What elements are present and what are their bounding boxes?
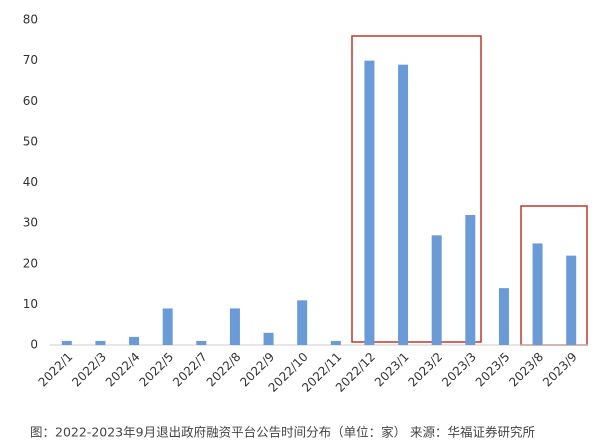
bar (297, 300, 308, 345)
x-tick-label: 2022/3 (69, 350, 109, 390)
x-tick-label: 2023/8 (506, 350, 546, 390)
y-tick-label: 10 (23, 297, 38, 311)
bar (95, 340, 106, 345)
x-tick-label: 2022/4 (103, 350, 143, 390)
bar (162, 308, 173, 345)
y-tick-label: 20 (23, 256, 38, 270)
x-tick-label: 2022/8 (204, 350, 244, 390)
bar (532, 243, 543, 345)
x-tick-label: 2023/9 (540, 350, 580, 390)
highlight-box (520, 205, 588, 346)
x-tick-label: 2023/5 (473, 350, 513, 390)
bar (364, 60, 375, 345)
caption: 图：2022-2023年9月退出政府融资平台公告时间分布（单位：家） 来源：华福… (30, 425, 535, 440)
bar (330, 340, 341, 345)
bar (229, 308, 240, 345)
x-tick-label: 2022/5 (137, 350, 177, 390)
bar (263, 332, 274, 345)
bar (566, 255, 577, 345)
x-tick-label: 2023/3 (439, 350, 479, 390)
y-tick-label: 60 (23, 94, 38, 108)
bar (398, 64, 409, 345)
bar (465, 215, 476, 345)
bar (196, 340, 207, 345)
y-tick-label: 0 (30, 338, 38, 352)
bar (498, 288, 509, 345)
x-tick-label: 2023/2 (406, 350, 446, 390)
x-tick-label: 2022/1 (36, 350, 76, 390)
bar (431, 235, 442, 345)
y-tick-label: 70 (23, 53, 38, 67)
y-tick-label: 40 (23, 175, 38, 189)
x-tick-label: 2023/1 (372, 350, 412, 390)
highlight-box (351, 35, 482, 343)
bar (61, 340, 72, 345)
bar (129, 336, 140, 345)
y-tick-label: 50 (23, 134, 38, 148)
y-tick-label: 30 (23, 216, 38, 230)
x-tick-label: 2022/7 (170, 350, 210, 390)
y-tick-label: 80 (23, 13, 38, 27)
